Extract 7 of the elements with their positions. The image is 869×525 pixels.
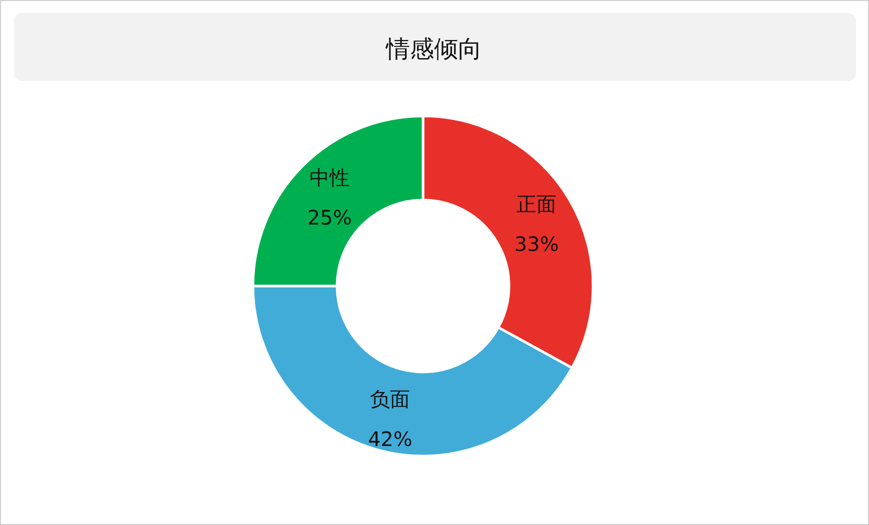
data-label: 42%: [368, 426, 412, 451]
slice-label: 中性: [310, 166, 350, 190]
data-label: 33%: [514, 232, 559, 256]
slice-label: 正面: [516, 192, 557, 216]
data-label: 25%: [307, 206, 352, 230]
slice-label: 负面: [370, 386, 410, 411]
chart-title: 情感倾向: [385, 35, 482, 63]
